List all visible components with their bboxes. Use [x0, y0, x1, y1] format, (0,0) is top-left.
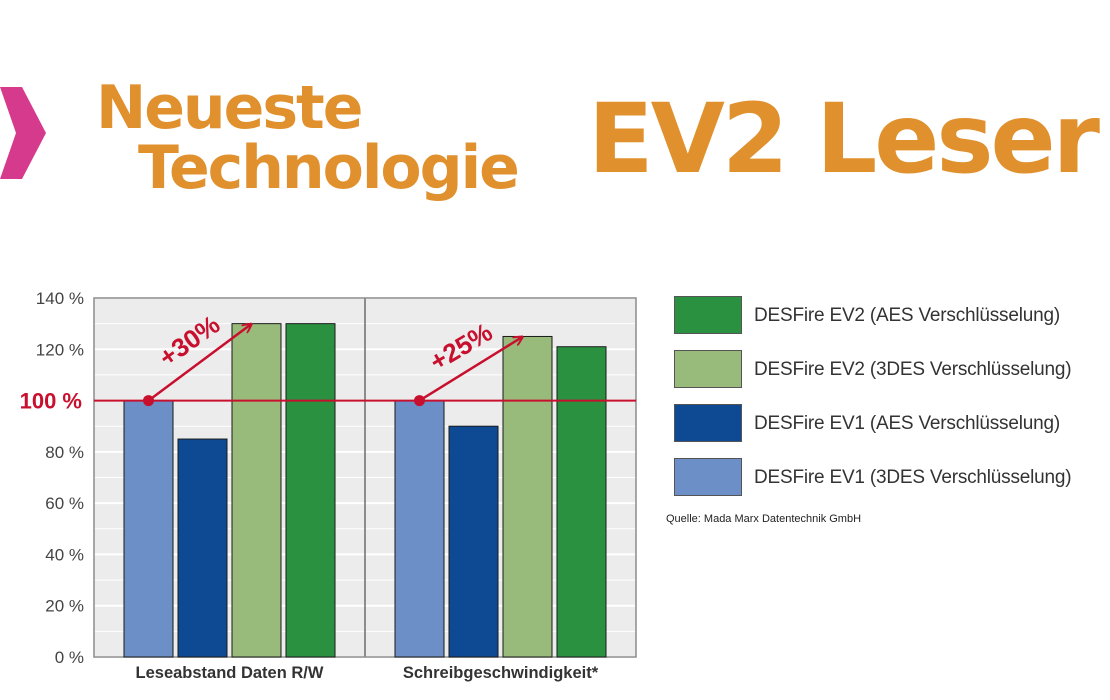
bar	[285, 323, 336, 658]
reference-dot	[414, 395, 425, 407]
legend-item: DESFire EV1 (AES Verschlüsselung)	[674, 404, 1110, 442]
reference-dot	[143, 395, 154, 407]
category-label: Schreibgeschwindigkeit*	[403, 664, 599, 682]
category-label: Leseabstand Daten R/W	[136, 664, 324, 682]
legend-swatch	[674, 350, 742, 388]
legend-item: DESFire EV2 (AES Verschlüsselung)	[674, 296, 1110, 334]
y-tick-label: 40 %	[45, 545, 84, 564]
legend-swatch	[674, 296, 742, 334]
y-tick-label: 20 %	[45, 597, 84, 616]
y-tick-label: 0 %	[55, 648, 84, 667]
bar	[231, 323, 282, 658]
bar-chart: Leseabstand Daten R/W Schreibgeschwindigk…	[20, 289, 637, 682]
headline-line2: Technologie	[138, 133, 520, 203]
source-note: Quelle: Mada Marx Datentechnik GmbH	[666, 513, 862, 525]
reference-line-label: 100 %	[20, 389, 82, 414]
legend-swatch	[674, 458, 742, 496]
y-tick-label: 140 %	[36, 289, 84, 308]
legend-label: DESFire EV2 (AES Verschlüsselung)	[754, 305, 1060, 326]
increase-arrow	[418, 337, 522, 402]
plot-border	[93, 297, 637, 658]
bar	[123, 400, 174, 658]
product-title: EV2 Leser	[588, 83, 1100, 195]
legend-label: DESFire EV1 (3DES Verschlüsselung)	[754, 467, 1072, 488]
bar	[502, 335, 553, 658]
headline-technology: Neueste Technologie	[96, 73, 520, 203]
y-tick-label: 120 %	[36, 340, 84, 359]
headline-line1: Neueste	[96, 73, 363, 143]
chart-legend: DESFire EV2 (AES Verschlüsselung) DESFire…	[674, 296, 1110, 512]
legend-swatch	[674, 404, 742, 442]
legend-label: DESFire EV2 (3DES Verschlüsselung)	[754, 359, 1072, 380]
bar	[556, 346, 607, 658]
bar	[448, 425, 499, 658]
bar	[394, 400, 445, 658]
chevron-arrow-icon	[0, 87, 46, 179]
y-tick-label: 80 %	[45, 443, 84, 462]
bar	[177, 438, 228, 658]
legend-label: DESFire EV1 (AES Verschlüsselung)	[754, 413, 1060, 434]
increase-arrow	[147, 325, 251, 402]
legend-item: DESFire EV1 (3DES Verschlüsselung)	[674, 458, 1110, 496]
y-tick-label: 60 %	[45, 494, 84, 513]
legend-item: DESFire EV2 (3DES Verschlüsselung)	[674, 350, 1110, 388]
